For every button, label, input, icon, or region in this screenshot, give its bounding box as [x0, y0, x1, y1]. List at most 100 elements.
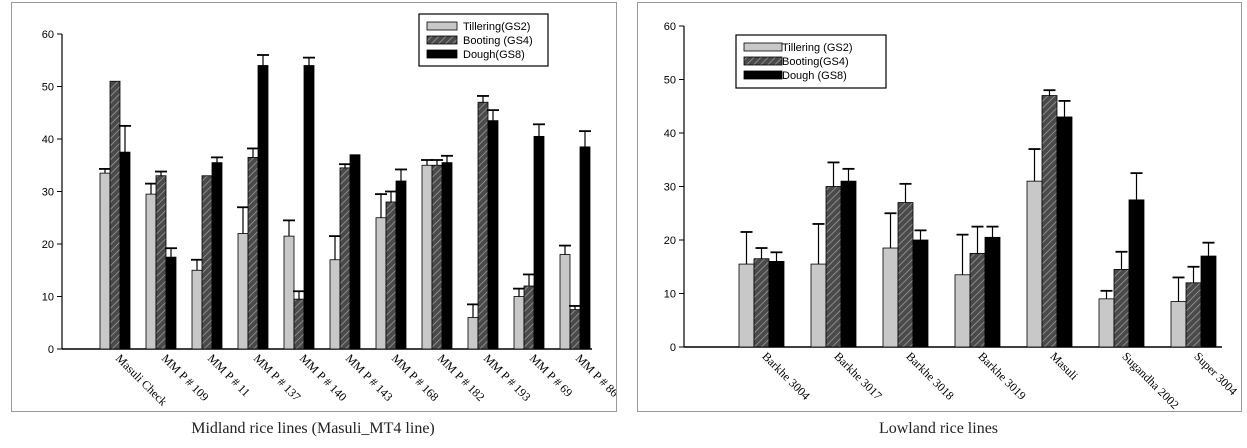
bar-booting: [385, 201, 397, 350]
category-label: MM P # 140: [297, 351, 350, 404]
bar-tillering: [329, 259, 341, 350]
category-label: Super 3004: [1191, 349, 1240, 398]
bar-booting: [1041, 95, 1058, 348]
bar-dough: [165, 256, 177, 350]
y-tick-label: 50: [42, 82, 54, 94]
bar-tillering: [145, 193, 157, 350]
bar-tillering: [421, 164, 433, 350]
bar-booting: [897, 202, 914, 348]
bar-dough: [1200, 255, 1217, 348]
bar-booting: [969, 252, 986, 348]
y-tick-label: 40: [42, 134, 54, 146]
bar-booting: [109, 80, 121, 350]
midland-chart-panel: 0 10 20 30 40 50 60 Masuli Check MM P # 109 MM P …: [11, 2, 617, 412]
category-label: Barkhe 3017: [831, 349, 884, 402]
bar-tillering: [559, 254, 571, 350]
category-label: Barkhe 3018: [903, 349, 956, 402]
y-tick-label: 20: [664, 235, 676, 247]
lowland-chart-caption: Lowland rice lines: [878, 420, 999, 437]
legend: Tillering (GS2) Booting(GS4) Dough (GS8): [735, 34, 887, 89]
bar-booting: [477, 101, 489, 350]
bar-dough: [395, 180, 407, 350]
bar-booting: [293, 298, 305, 350]
bar-dough: [441, 162, 453, 350]
legend-label: Tillering(GS2): [463, 21, 530, 33]
category-label: MM P # 168: [389, 351, 442, 404]
legend-swatch: [426, 49, 458, 59]
legend-label: Dough (GS8): [782, 70, 847, 82]
bar-dough: [119, 151, 131, 350]
bar-booting: [569, 309, 581, 350]
bar-dough: [1056, 116, 1073, 348]
y-tick-label: 0: [48, 344, 54, 356]
bar-dough: [1128, 199, 1145, 348]
legend-swatch: [743, 56, 783, 66]
bar-booting: [431, 164, 443, 350]
bar-tillering: [1170, 301, 1187, 348]
bar-booting: [523, 285, 535, 350]
category-label: MM P # 69: [527, 351, 575, 399]
category-label: MM P # 182: [435, 351, 488, 404]
y-tick-label: 60: [42, 29, 54, 41]
y-axis: 0 10 20 30 40 50 60: [42, 29, 62, 356]
bars: Barkhe 3004 Barkhe 3017 Barkhe 3018 Barkhe …: [738, 89, 1240, 411]
category-label: Sugandha 2002: [1119, 349, 1181, 411]
bar-booting: [753, 258, 770, 348]
y-tick-label: 60: [664, 21, 676, 33]
legend-label: Dough(GS8): [463, 49, 525, 61]
bar-tillering: [738, 263, 755, 348]
bar-tillering: [1026, 180, 1043, 348]
bar-dough: [211, 162, 223, 350]
y-tick-label: 50: [664, 75, 676, 87]
bar-tillering: [1098, 298, 1115, 348]
midland-chart-caption: Midland rice lines (Masuli_MT4 line): [191, 420, 435, 437]
category-label: Barkhe 3019: [975, 349, 1028, 402]
legend-swatch: [426, 35, 458, 45]
category-label: MM P # 137: [251, 351, 304, 404]
category-label: MM P # 11: [205, 351, 253, 399]
bar-tillering: [283, 235, 295, 350]
bar-tillering: [237, 233, 249, 350]
y-axis: 0 10 20 30 40 50 60: [664, 21, 684, 354]
y-tick-label: 10: [664, 289, 676, 301]
y-tick-label: 30: [664, 182, 676, 194]
legend-swatch: [426, 21, 458, 31]
bar-booting: [1185, 282, 1202, 348]
bar-booting: [1113, 269, 1130, 348]
category-label: Barkhe 3004: [759, 349, 812, 402]
bar-booting: [247, 156, 259, 350]
y-tick-label: 40: [664, 128, 676, 140]
bar-dough: [768, 260, 785, 348]
bar-booting: [155, 175, 167, 350]
lowland-chart-panel: 0 10 20 30 40 50 60 Barkhe 3004 Barkhe 3017 Barkh…: [637, 2, 1242, 412]
category-label: MM P # 86: [573, 351, 616, 399]
bar-tillering: [191, 269, 203, 350]
bar-booting: [825, 186, 842, 348]
y-tick-label: 20: [42, 239, 54, 251]
category-label: MM P # 193: [481, 351, 534, 404]
bar-dough: [487, 120, 499, 350]
bar-tillering: [882, 247, 899, 348]
bar-booting: [339, 167, 351, 350]
bar-dough: [984, 236, 1001, 348]
bar-booting: [201, 175, 213, 350]
bar-dough: [257, 65, 269, 350]
y-tick-label: 10: [42, 292, 54, 304]
category-label: MM P # 143: [343, 351, 396, 404]
legend-label: Tillering (GS2): [782, 42, 853, 54]
category-label: Masuli: [1047, 349, 1081, 383]
legend: Tillering(GS2) Booting (GS4) Dough(GS8): [418, 13, 549, 67]
legend-label: Booting (GS4): [463, 35, 533, 47]
bar-dough: [303, 65, 315, 350]
bar-tillering: [375, 217, 387, 350]
bar-dough: [912, 239, 929, 348]
bar-dough: [579, 146, 591, 350]
y-tick-label: 0: [670, 342, 676, 354]
bar-dough: [533, 135, 545, 350]
bar-tillering: [467, 317, 479, 350]
legend-label: Booting(GS4): [782, 56, 849, 68]
bar-dough: [349, 154, 361, 350]
